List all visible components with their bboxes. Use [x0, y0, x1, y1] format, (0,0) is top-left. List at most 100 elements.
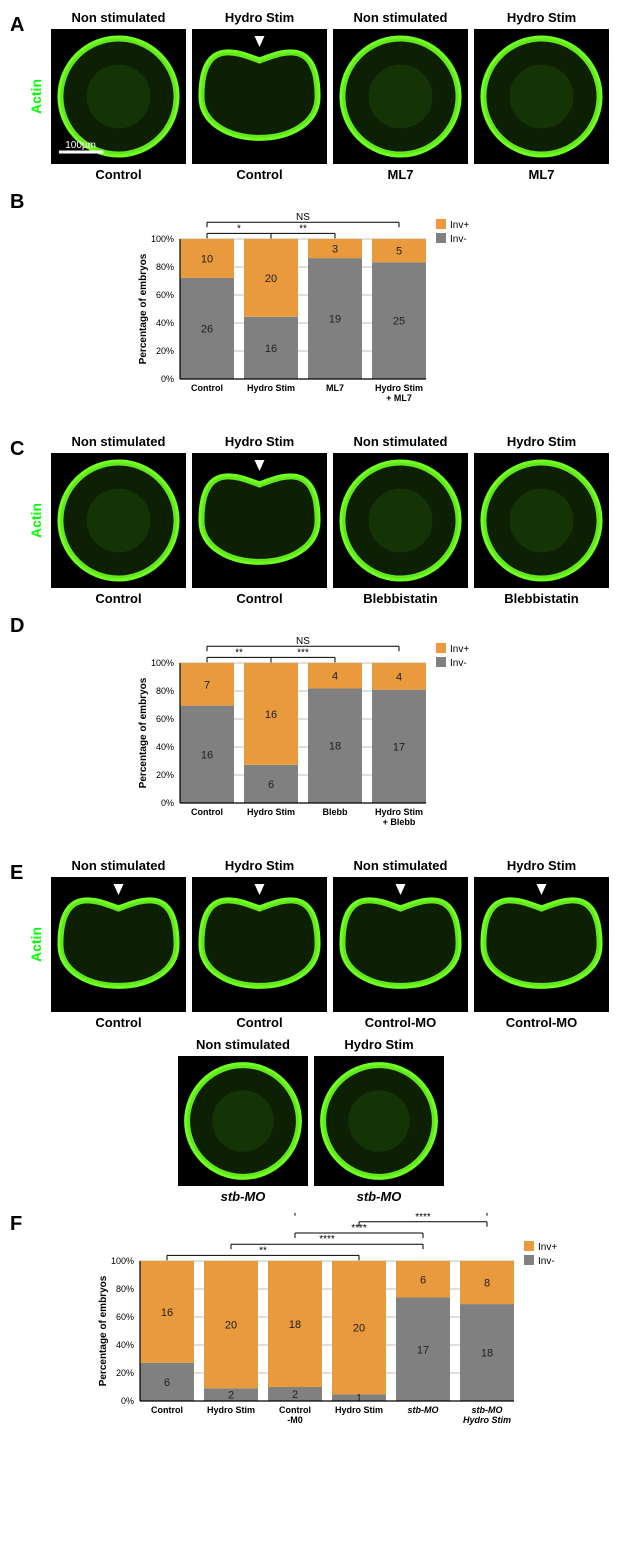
svg-text:**: **	[299, 223, 307, 234]
svg-text:17: 17	[417, 1344, 429, 1356]
svg-text:3: 3	[332, 244, 338, 256]
image-bottom-label: stb-MO	[221, 1189, 266, 1205]
svg-text:Inv-: Inv-	[450, 234, 467, 245]
svg-text:20: 20	[353, 1323, 365, 1335]
svg-text:Hydro Stim: Hydro Stim	[463, 1415, 511, 1425]
svg-text:7: 7	[204, 679, 210, 691]
image-bottom-label: Control	[236, 1015, 282, 1031]
svg-text:2: 2	[292, 1389, 298, 1401]
image-top-label: Non stimulated	[72, 434, 166, 450]
svg-text:Control: Control	[191, 383, 223, 393]
image-top-label: Hydro Stim	[225, 858, 294, 874]
svg-text:6: 6	[420, 1274, 426, 1286]
svg-text:40%: 40%	[156, 742, 174, 752]
chart-f-label: F	[10, 1213, 32, 1236]
chart-b-wrap: B 0%20%40%60%80%100%***NS2610Control1620…	[10, 191, 612, 420]
image-col: Hydro Stim Control-MO	[474, 858, 609, 1031]
svg-text:80%: 80%	[116, 1284, 134, 1294]
svg-text:Inv+: Inv+	[450, 644, 469, 655]
svg-text:6: 6	[164, 1377, 170, 1389]
svg-text:Control: Control	[151, 1405, 183, 1415]
svg-text:60%: 60%	[156, 714, 174, 724]
svg-text:*: *	[237, 223, 241, 234]
chart-d-wrap: D 0%20%40%60%80%100%*****NS167Control616…	[10, 615, 612, 844]
svg-text:19: 19	[329, 314, 341, 326]
svg-text:18: 18	[329, 741, 341, 753]
svg-text:25: 25	[393, 316, 405, 328]
svg-text:4: 4	[332, 671, 338, 683]
svg-text:16: 16	[201, 749, 213, 761]
image-col: Hydro Stim Control	[192, 858, 327, 1031]
image-col: Non stimulated Control	[51, 434, 186, 607]
cell-image: 100µm	[51, 29, 186, 164]
panel-e-images-row2: Non stimulated stb-MOHydro Stim stb-MO	[175, 1037, 447, 1205]
svg-text:Hydro Stim: Hydro Stim	[375, 807, 423, 817]
svg-text:10: 10	[201, 253, 213, 265]
panel-a-side: Actin	[28, 79, 44, 114]
svg-text:60%: 60%	[156, 290, 174, 300]
image-bottom-label: Control-MO	[365, 1015, 436, 1031]
svg-text:****: ****	[319, 1234, 335, 1245]
chart-d-label: D	[10, 615, 32, 638]
svg-text:Hydro Stim: Hydro Stim	[207, 1405, 255, 1415]
image-col: Hydro Stim Control	[192, 434, 327, 607]
panel-e-row1: E Actin Non stimulated ControlHydro Stim…	[10, 858, 612, 1031]
svg-text:100µm: 100µm	[65, 140, 96, 151]
svg-text:16: 16	[265, 709, 277, 721]
svg-text:Hydro Stim: Hydro Stim	[247, 383, 295, 393]
svg-text:20%: 20%	[116, 1368, 134, 1378]
svg-text:Control: Control	[279, 1405, 311, 1415]
image-top-label: Hydro Stim	[507, 858, 576, 874]
cell-image	[314, 1056, 444, 1186]
svg-text:20%: 20%	[156, 770, 174, 780]
image-top-label: Non stimulated	[196, 1037, 290, 1053]
image-col: Hydro Stim ML7	[474, 10, 609, 183]
svg-text:100%: 100%	[151, 234, 174, 244]
svg-text:20: 20	[225, 1320, 237, 1332]
image-top-label: Hydro Stim	[225, 434, 294, 450]
svg-text:60%: 60%	[116, 1312, 134, 1322]
cell-image	[51, 877, 186, 1012]
svg-text:16: 16	[265, 343, 277, 355]
image-bottom-label: ML7	[388, 167, 414, 183]
image-col: Hydro Stim Blebbistatin	[474, 434, 609, 607]
svg-text:**: **	[259, 1245, 267, 1256]
cell-image	[333, 29, 468, 164]
image-col: Non stimulated ML7	[333, 10, 468, 183]
svg-text:+ Blebb: + Blebb	[383, 817, 416, 827]
panel-e-images-row1: Non stimulated ControlHydro Stim Control…	[48, 858, 612, 1031]
image-bottom-label: Control	[236, 591, 282, 607]
svg-text:Inv+: Inv+	[538, 1242, 557, 1253]
image-col: Non stimulated Control-MO	[333, 858, 468, 1031]
panel-a-row: A Actin Non stimulated 100µm ControlHydr…	[10, 10, 612, 183]
image-col: Non stimulated 100µm Control	[51, 10, 186, 183]
svg-text:20: 20	[265, 273, 277, 285]
image-bottom-label: Control	[95, 591, 141, 607]
svg-text:Percentage of embryos: Percentage of embryos	[138, 253, 149, 364]
cell-image	[474, 453, 609, 588]
svg-text:Hydro Stim: Hydro Stim	[375, 383, 423, 393]
svg-text:NS: NS	[296, 636, 310, 647]
image-bottom-label: Control	[95, 1015, 141, 1031]
svg-text:****: ****	[415, 1213, 431, 1223]
chart-b: 0%20%40%60%80%100%***NS2610Control1620Hy…	[132, 191, 516, 420]
svg-text:26: 26	[201, 323, 213, 335]
svg-text:Control: Control	[191, 807, 223, 817]
cell-image	[474, 877, 609, 1012]
svg-text:Hydro Stim: Hydro Stim	[247, 807, 295, 817]
svg-text:18: 18	[289, 1319, 301, 1331]
panel-c-side: Actin	[28, 503, 44, 538]
svg-text:17: 17	[393, 741, 405, 753]
image-top-label: Non stimulated	[72, 10, 166, 26]
image-bottom-label: ML7	[529, 167, 555, 183]
svg-text:stb-MO: stb-MO	[408, 1405, 439, 1415]
panel-c-images: Non stimulated ControlHydro Stim Control…	[48, 434, 612, 607]
svg-text:ML7: ML7	[326, 383, 344, 393]
svg-text:Blebb: Blebb	[322, 807, 348, 817]
svg-text:18: 18	[481, 1348, 493, 1360]
svg-text:Inv-: Inv-	[538, 1256, 555, 1267]
chart-b-label: B	[10, 191, 32, 214]
svg-text:***: ***	[297, 647, 309, 658]
svg-text:80%: 80%	[156, 262, 174, 272]
image-top-label: Non stimulated	[354, 10, 448, 26]
